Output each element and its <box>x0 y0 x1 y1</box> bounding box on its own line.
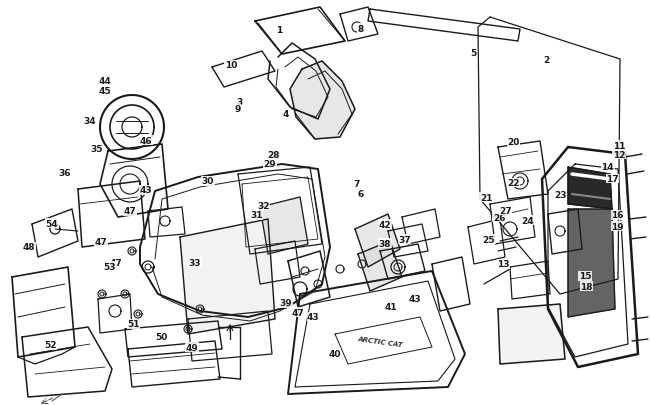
Text: 50: 50 <box>155 333 168 341</box>
Text: 37: 37 <box>398 235 411 244</box>
Text: 36: 36 <box>58 169 72 178</box>
Polygon shape <box>568 209 615 317</box>
Text: 31: 31 <box>250 211 263 220</box>
Text: 32: 32 <box>257 201 270 210</box>
Text: 46: 46 <box>140 136 153 145</box>
Text: 7: 7 <box>353 180 359 189</box>
Text: 52: 52 <box>44 341 57 350</box>
Polygon shape <box>180 220 275 334</box>
Text: 33: 33 <box>188 258 202 267</box>
Text: 1: 1 <box>276 26 283 35</box>
Text: 47: 47 <box>124 207 136 216</box>
Text: 13: 13 <box>497 260 510 269</box>
Text: 34: 34 <box>83 117 96 126</box>
Text: 27: 27 <box>499 206 512 215</box>
Text: 15: 15 <box>578 272 592 281</box>
Polygon shape <box>355 215 400 267</box>
Text: 47: 47 <box>291 308 304 317</box>
Text: 47: 47 <box>109 259 122 268</box>
Text: 4: 4 <box>283 110 289 119</box>
Text: 54: 54 <box>46 219 58 228</box>
Text: 6: 6 <box>358 189 364 198</box>
Text: 44: 44 <box>99 77 112 85</box>
Text: 48: 48 <box>23 243 36 252</box>
Text: 28: 28 <box>266 150 280 159</box>
Text: 39: 39 <box>280 298 292 307</box>
Text: 19: 19 <box>611 222 624 231</box>
Text: 10: 10 <box>224 61 237 70</box>
Text: ARCTIC CAT: ARCTIC CAT <box>357 335 403 347</box>
Text: 41: 41 <box>385 303 398 311</box>
Text: 43: 43 <box>140 186 153 195</box>
Text: 45: 45 <box>99 87 112 96</box>
Text: 11: 11 <box>612 141 625 150</box>
Text: 12: 12 <box>612 150 625 159</box>
Polygon shape <box>568 168 612 209</box>
Text: 5: 5 <box>470 49 476 58</box>
Text: 8: 8 <box>358 25 364 34</box>
Text: 47: 47 <box>94 238 107 247</box>
Text: 43: 43 <box>307 312 320 321</box>
Text: 18: 18 <box>580 282 593 291</box>
Text: 29: 29 <box>263 160 276 168</box>
Polygon shape <box>358 241 402 291</box>
Text: 38: 38 <box>378 239 391 248</box>
Text: 3: 3 <box>236 98 242 107</box>
Text: 25: 25 <box>482 235 495 244</box>
Text: 30: 30 <box>202 177 214 186</box>
Text: 21: 21 <box>480 193 493 202</box>
Text: 17: 17 <box>606 175 619 183</box>
Text: 35: 35 <box>90 145 103 153</box>
Text: 2: 2 <box>543 56 549 65</box>
Text: 24: 24 <box>521 216 534 225</box>
Text: 53: 53 <box>103 262 116 271</box>
Polygon shape <box>290 62 355 140</box>
Polygon shape <box>498 304 565 364</box>
Text: 22: 22 <box>507 179 520 188</box>
Text: 42: 42 <box>378 220 391 229</box>
Text: 43: 43 <box>408 294 421 303</box>
Text: 23: 23 <box>554 191 567 200</box>
Text: 16: 16 <box>611 211 624 220</box>
Text: 20: 20 <box>507 138 520 147</box>
Text: 26: 26 <box>493 213 506 222</box>
Text: 51: 51 <box>127 320 140 328</box>
Text: 40: 40 <box>328 349 341 358</box>
Text: 9: 9 <box>234 105 240 114</box>
Text: 14: 14 <box>601 162 614 171</box>
Text: 49: 49 <box>185 343 198 352</box>
Polygon shape <box>260 198 308 254</box>
